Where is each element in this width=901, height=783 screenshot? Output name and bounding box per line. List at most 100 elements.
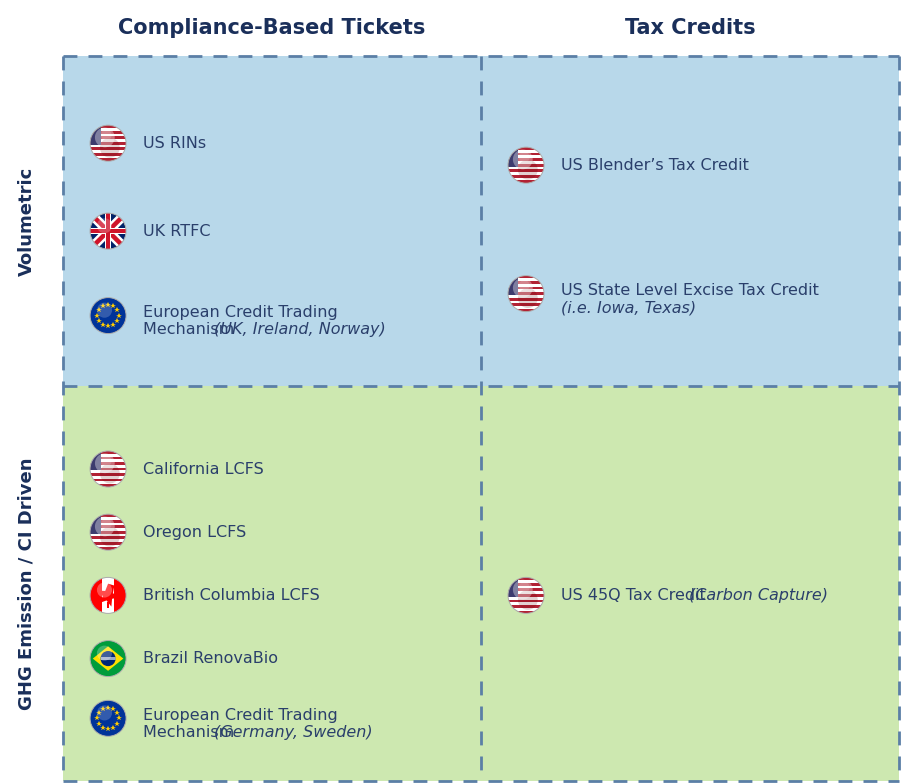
Text: (Germany, Sweden): (Germany, Sweden) xyxy=(214,725,373,740)
Bar xyxy=(90,147,126,150)
Bar xyxy=(508,306,544,309)
Bar xyxy=(90,467,126,471)
Bar xyxy=(90,156,126,158)
Bar xyxy=(508,147,544,150)
Bar xyxy=(508,298,544,301)
Circle shape xyxy=(90,700,126,736)
Text: European Credit Trading: European Credit Trading xyxy=(143,708,338,723)
Circle shape xyxy=(90,298,126,334)
Bar xyxy=(508,150,544,153)
Bar xyxy=(508,292,544,295)
Text: California LCFS: California LCFS xyxy=(143,461,264,477)
Bar xyxy=(508,172,544,175)
Text: (Carbon Capture): (Carbon Capture) xyxy=(689,588,828,603)
Circle shape xyxy=(100,527,120,547)
Bar xyxy=(90,533,126,536)
Bar xyxy=(508,600,544,602)
Text: European Credit Trading: European Credit Trading xyxy=(143,305,338,320)
Bar xyxy=(90,522,126,525)
Circle shape xyxy=(100,138,120,157)
Bar xyxy=(90,460,126,462)
Bar xyxy=(90,547,126,550)
Bar xyxy=(90,456,126,460)
Bar xyxy=(508,281,544,284)
Text: US 45Q Tax Credit: US 45Q Tax Credit xyxy=(561,588,711,603)
Circle shape xyxy=(97,303,112,318)
Bar xyxy=(90,145,126,147)
Text: (i.e. Iowa, Texas): (i.e. Iowa, Texas) xyxy=(561,301,696,316)
Circle shape xyxy=(90,213,126,249)
Circle shape xyxy=(508,276,544,312)
Bar xyxy=(63,386,481,781)
Circle shape xyxy=(90,514,126,550)
Bar xyxy=(90,229,126,234)
Bar xyxy=(508,164,544,167)
Bar xyxy=(90,514,101,533)
Circle shape xyxy=(90,125,126,161)
Bar xyxy=(90,451,101,471)
Bar xyxy=(508,577,544,580)
Bar xyxy=(508,611,544,613)
Circle shape xyxy=(95,453,114,473)
Text: US Blender’s Tax Credit: US Blender’s Tax Credit xyxy=(561,157,749,173)
Bar xyxy=(90,131,126,134)
Bar xyxy=(508,290,544,292)
Bar xyxy=(90,125,126,128)
Bar xyxy=(90,542,126,545)
Bar xyxy=(508,169,544,172)
Circle shape xyxy=(90,577,126,613)
Bar xyxy=(508,156,544,158)
Text: Tax Credits: Tax Credits xyxy=(624,18,755,38)
Bar xyxy=(481,56,899,386)
Text: British Columbia LCFS: British Columbia LCFS xyxy=(143,588,320,603)
Bar xyxy=(508,602,544,605)
Bar xyxy=(508,161,544,164)
Bar xyxy=(508,180,544,183)
Bar xyxy=(508,147,518,167)
Circle shape xyxy=(518,590,538,610)
Bar xyxy=(508,577,518,597)
Bar xyxy=(90,158,126,161)
Bar xyxy=(101,657,115,660)
Bar xyxy=(90,229,126,233)
Bar xyxy=(508,583,544,586)
Text: US RINs: US RINs xyxy=(143,135,206,150)
Circle shape xyxy=(101,518,112,529)
Bar xyxy=(508,158,544,161)
Bar xyxy=(90,471,126,473)
Bar xyxy=(90,142,126,145)
Circle shape xyxy=(508,147,544,183)
Circle shape xyxy=(513,150,532,169)
Bar xyxy=(90,517,126,520)
Bar xyxy=(508,309,544,312)
Bar xyxy=(90,465,126,467)
Circle shape xyxy=(519,280,530,291)
Bar xyxy=(508,589,544,591)
Bar xyxy=(508,608,544,611)
Circle shape xyxy=(518,160,538,179)
Bar xyxy=(508,586,544,589)
Bar xyxy=(481,386,899,781)
Bar xyxy=(508,597,544,600)
Bar xyxy=(508,276,544,279)
Bar xyxy=(508,284,544,287)
Text: UK RTFC: UK RTFC xyxy=(143,224,211,239)
Polygon shape xyxy=(93,646,123,671)
Bar xyxy=(90,478,126,482)
Circle shape xyxy=(101,456,112,467)
Circle shape xyxy=(100,464,120,483)
Bar xyxy=(508,167,544,169)
Bar xyxy=(508,295,544,298)
Circle shape xyxy=(513,579,532,600)
Bar xyxy=(90,153,126,156)
Bar xyxy=(90,476,126,478)
Text: GHG Emission / CI Driven: GHG Emission / CI Driven xyxy=(17,457,35,710)
Bar xyxy=(90,536,126,539)
Bar xyxy=(508,594,544,597)
Bar xyxy=(90,454,126,456)
Circle shape xyxy=(97,583,112,597)
Bar xyxy=(114,577,126,613)
Circle shape xyxy=(508,577,544,613)
Bar xyxy=(90,125,101,145)
Bar xyxy=(508,301,544,303)
